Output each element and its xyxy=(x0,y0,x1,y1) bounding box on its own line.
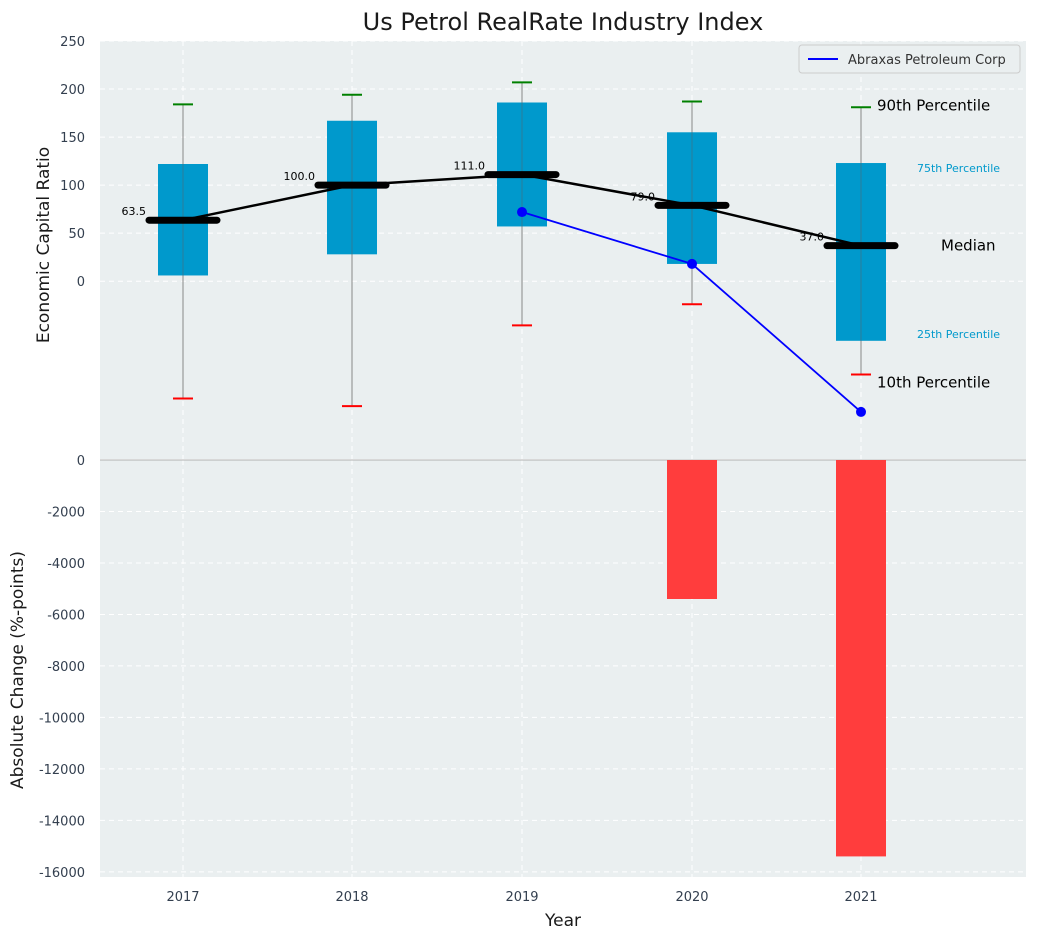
bottom-y-axis-title: Absolute Change (%-points) xyxy=(8,551,28,789)
label-10th-percentile: 10th Percentile xyxy=(877,373,990,391)
median-value-label: 63.5 xyxy=(122,205,147,218)
legend-label: Abraxas Petroleum Corp xyxy=(848,53,1006,68)
change-bar-2021 xyxy=(836,460,886,857)
top-plot: 0 50 100 150 200 250 63.5 100.0 111.0 79.0 37.0 90t… xyxy=(60,35,1026,459)
company-point xyxy=(856,406,866,417)
chart-title: Us Petrol RealRate Industry Index xyxy=(363,8,764,36)
x-tick-label: 2021 xyxy=(844,890,877,905)
median-value-label: 79.0 xyxy=(631,190,656,203)
top-y-tick-label: 200 xyxy=(60,83,85,98)
median-value-label: 37.0 xyxy=(800,231,825,244)
bottom-y-tick-label: -12000 xyxy=(39,763,85,778)
x-tick-label: 2018 xyxy=(335,890,368,905)
x-axis-title: Year xyxy=(544,911,581,931)
company-point xyxy=(517,207,527,218)
bottom-plot: 0 -2000 -4000 -6000 -8000 -10000 -12000 -14000 -… xyxy=(39,454,1026,905)
x-tick-label: 2017 xyxy=(166,890,199,905)
x-tick-label: 2020 xyxy=(675,890,708,905)
bottom-y-tick-label: -6000 xyxy=(47,608,85,623)
label-median: Median xyxy=(941,237,996,255)
change-bar-2020 xyxy=(667,460,717,599)
bottom-y-tick-label: -10000 xyxy=(39,711,85,726)
bottom-y-tick-label: -16000 xyxy=(39,866,85,881)
top-y-tick-label: 50 xyxy=(68,227,85,242)
label-90th-percentile: 90th Percentile xyxy=(877,96,990,114)
label-75th-percentile: 75th Percentile xyxy=(917,162,1000,175)
bottom-y-tick-label: -2000 xyxy=(47,505,85,520)
median-value-label: 100.0 xyxy=(284,170,316,183)
bottom-plot-background xyxy=(100,460,1026,877)
top-y-tick-label: 250 xyxy=(60,35,85,50)
label-25th-percentile: 25th Percentile xyxy=(917,328,1000,341)
legend: Abraxas Petroleum Corp xyxy=(798,44,1021,74)
top-y-tick-label: 150 xyxy=(60,131,85,146)
x-tick-label: 2019 xyxy=(505,890,538,905)
bottom-y-tick-label: 0 xyxy=(77,454,85,469)
top-y-tick-label: 100 xyxy=(60,179,85,194)
legend-box xyxy=(798,44,1021,74)
bottom-y-tick-label: -4000 xyxy=(47,557,85,572)
median-value-label: 111.0 xyxy=(454,160,486,173)
top-y-tick-label: 0 xyxy=(77,275,85,290)
bottom-y-tick-label: -8000 xyxy=(47,660,85,675)
company-point xyxy=(687,258,697,269)
bottom-y-tick-label: -14000 xyxy=(39,814,85,829)
top-y-axis-title: Economic Capital Ratio xyxy=(34,147,54,343)
